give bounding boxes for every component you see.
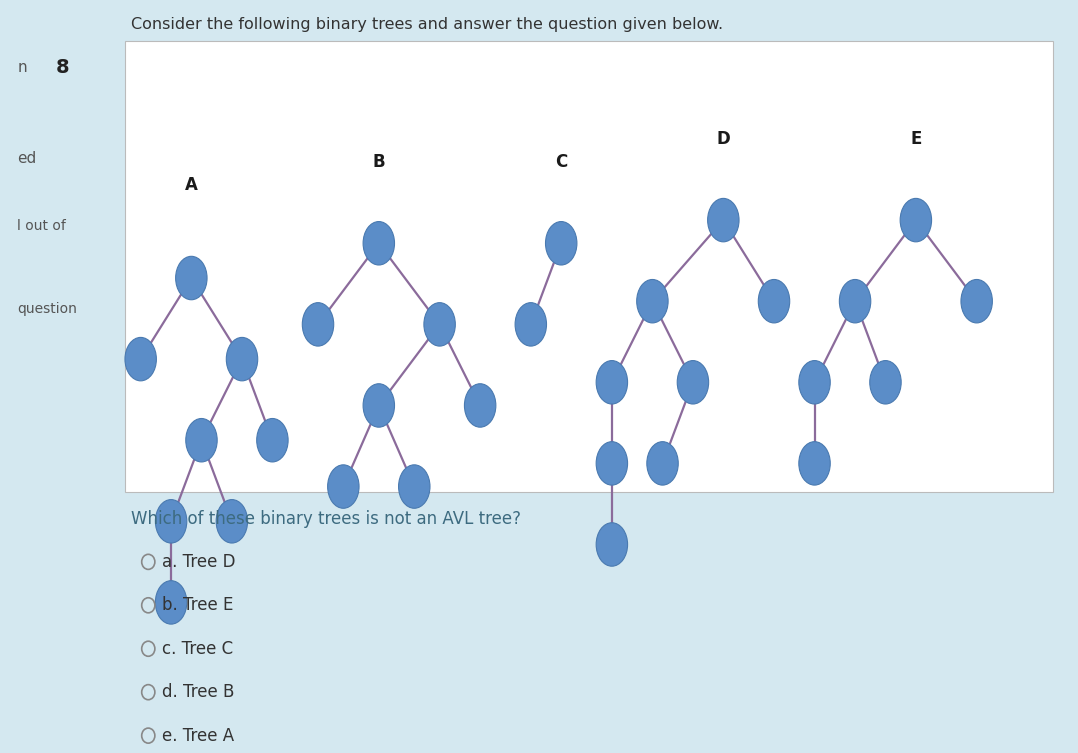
Ellipse shape bbox=[900, 198, 931, 242]
Ellipse shape bbox=[226, 337, 258, 381]
Text: n: n bbox=[17, 60, 27, 75]
Text: D: D bbox=[717, 130, 730, 148]
Text: question: question bbox=[17, 302, 78, 316]
Ellipse shape bbox=[155, 499, 186, 543]
Ellipse shape bbox=[870, 361, 901, 404]
Ellipse shape bbox=[596, 523, 627, 566]
Ellipse shape bbox=[799, 361, 830, 404]
Ellipse shape bbox=[217, 499, 248, 543]
Text: C: C bbox=[555, 153, 567, 171]
Ellipse shape bbox=[176, 256, 207, 300]
Text: e. Tree A: e. Tree A bbox=[163, 727, 235, 745]
Ellipse shape bbox=[596, 442, 627, 485]
Text: B: B bbox=[373, 153, 385, 171]
Ellipse shape bbox=[647, 442, 678, 485]
Ellipse shape bbox=[363, 384, 395, 427]
Text: Which of these binary trees is not an AVL tree?: Which of these binary trees is not an AV… bbox=[130, 510, 521, 528]
Text: A: A bbox=[185, 176, 197, 194]
Ellipse shape bbox=[302, 303, 334, 346]
Text: 8: 8 bbox=[55, 58, 69, 78]
Ellipse shape bbox=[185, 419, 217, 462]
Ellipse shape bbox=[677, 361, 708, 404]
FancyBboxPatch shape bbox=[125, 41, 1052, 492]
Text: l out of: l out of bbox=[17, 219, 66, 233]
Ellipse shape bbox=[328, 465, 359, 508]
Text: a. Tree D: a. Tree D bbox=[163, 553, 236, 571]
Text: E: E bbox=[910, 130, 922, 148]
Ellipse shape bbox=[799, 442, 830, 485]
Ellipse shape bbox=[840, 279, 871, 323]
Ellipse shape bbox=[515, 303, 547, 346]
Ellipse shape bbox=[596, 361, 627, 404]
Ellipse shape bbox=[465, 384, 496, 427]
Text: c. Tree C: c. Tree C bbox=[163, 640, 234, 657]
Ellipse shape bbox=[155, 581, 186, 624]
Ellipse shape bbox=[758, 279, 790, 323]
Ellipse shape bbox=[424, 303, 455, 346]
Ellipse shape bbox=[637, 279, 668, 323]
Text: ed: ed bbox=[17, 151, 37, 166]
Ellipse shape bbox=[125, 337, 156, 381]
Text: Consider the following binary trees and answer the question given below.: Consider the following binary trees and … bbox=[130, 17, 722, 32]
Text: b. Tree E: b. Tree E bbox=[163, 596, 234, 614]
Ellipse shape bbox=[399, 465, 430, 508]
Ellipse shape bbox=[960, 279, 993, 323]
Ellipse shape bbox=[257, 419, 288, 462]
Text: d. Tree B: d. Tree B bbox=[163, 683, 235, 701]
Ellipse shape bbox=[363, 221, 395, 265]
Ellipse shape bbox=[707, 198, 740, 242]
Ellipse shape bbox=[545, 221, 577, 265]
